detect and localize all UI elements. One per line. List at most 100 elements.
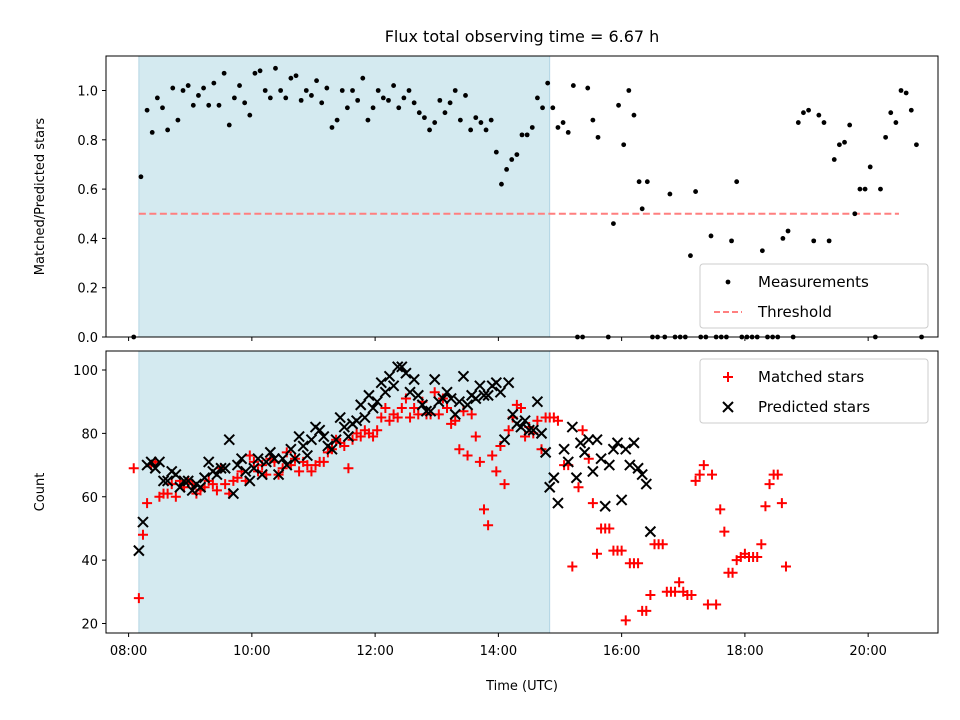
data-marker [211,468,223,481]
data-point [636,179,642,185]
data-marker [644,525,657,538]
data-marker [174,481,186,493]
data-marker [442,403,453,414]
data-point [729,238,734,244]
data-marker [507,408,519,421]
data-point [883,134,889,140]
data-marker [186,484,198,497]
data-point [616,102,621,108]
data-point [288,75,294,81]
data-marker [392,361,404,373]
data-point [903,90,909,96]
data-point [427,127,432,133]
data-marker [632,462,644,474]
top-axis-ticks: 0.0 0.2 0.4 0.6 0.8 1.0 [77,85,869,346]
data-point [509,157,515,162]
x-tick-label: 08:00 [110,644,147,659]
data-point [524,132,530,138]
data-marker [567,561,578,572]
data-marker [499,479,510,490]
data-marker [128,463,139,474]
data-marker [470,431,481,442]
data-marker [400,367,412,379]
data-marker [657,539,668,550]
data-marker [235,453,248,465]
data-marker [334,411,346,424]
data-point [257,68,263,74]
data-point [416,110,422,116]
data-point [273,65,278,71]
data-point [160,105,165,111]
data-point [590,117,596,123]
data-point [806,107,811,113]
data-marker [142,498,153,509]
data-marker [220,479,231,490]
data-marker [727,567,738,578]
bottom-legend: Matched stars Predicted stars [699,358,929,424]
data-marker [587,498,598,509]
x-tick-label: 12:00 [356,644,393,659]
data-marker [363,389,375,402]
data-point [149,130,155,135]
y-tick-label: 1.0 [77,85,98,100]
data-marker [502,376,515,389]
data-point [734,179,740,185]
data-marker [633,558,644,569]
data-point [293,73,299,79]
data-point [165,127,171,133]
data-marker [330,434,342,446]
measurements-series [131,65,924,340]
legend-label: Predicted stars [758,398,870,416]
data-point [545,80,551,86]
data-point [298,97,304,103]
data-point [211,80,217,86]
y-tick-label: 0.4 [77,232,98,247]
data-marker [211,485,222,496]
legend-label: Matched stars [758,368,864,386]
data-marker [198,472,211,484]
bottom-data-layer [128,361,791,626]
data-marker [384,415,395,426]
legend-swatch [722,401,734,413]
data-marker [487,450,498,461]
data-marker [305,434,318,446]
y-tick-label: 60 [81,491,98,506]
data-marker [595,453,607,465]
bottom-panel: 08:00 10:00 12:00 14:00 16:00 18:00 20:00 20 40 6… [33,350,939,694]
data-marker [616,545,627,556]
data-marker [483,520,494,531]
top-data-layer [131,65,924,340]
data-point [463,93,468,98]
data-marker [445,392,457,405]
data-point [888,110,894,116]
data-marker [577,425,588,436]
x-axis-label: Time (UTC) [485,679,558,694]
data-marker [532,415,543,426]
data-marker [343,463,354,474]
legend-swatch [723,372,733,382]
data-point [831,157,837,162]
data-marker [244,450,255,461]
bottom-axes-frame [105,350,939,634]
data-marker [372,425,383,436]
data-marker [607,443,620,455]
data-point [540,105,545,111]
data-point [247,112,253,118]
data-marker [780,561,791,572]
data-marker [416,399,429,411]
data-marker [603,459,616,471]
data-marker [248,462,260,474]
data-point [457,117,463,123]
legend-box [699,263,929,329]
data-marker [161,475,174,487]
data-marker [690,475,701,486]
data-marker [368,431,379,442]
data-marker [396,403,407,414]
data-marker [162,488,173,499]
data-marker [376,412,387,423]
data-marker [645,589,656,600]
data-point [795,120,801,125]
data-point [437,97,443,103]
data-point [329,125,335,130]
data-point [759,248,765,254]
